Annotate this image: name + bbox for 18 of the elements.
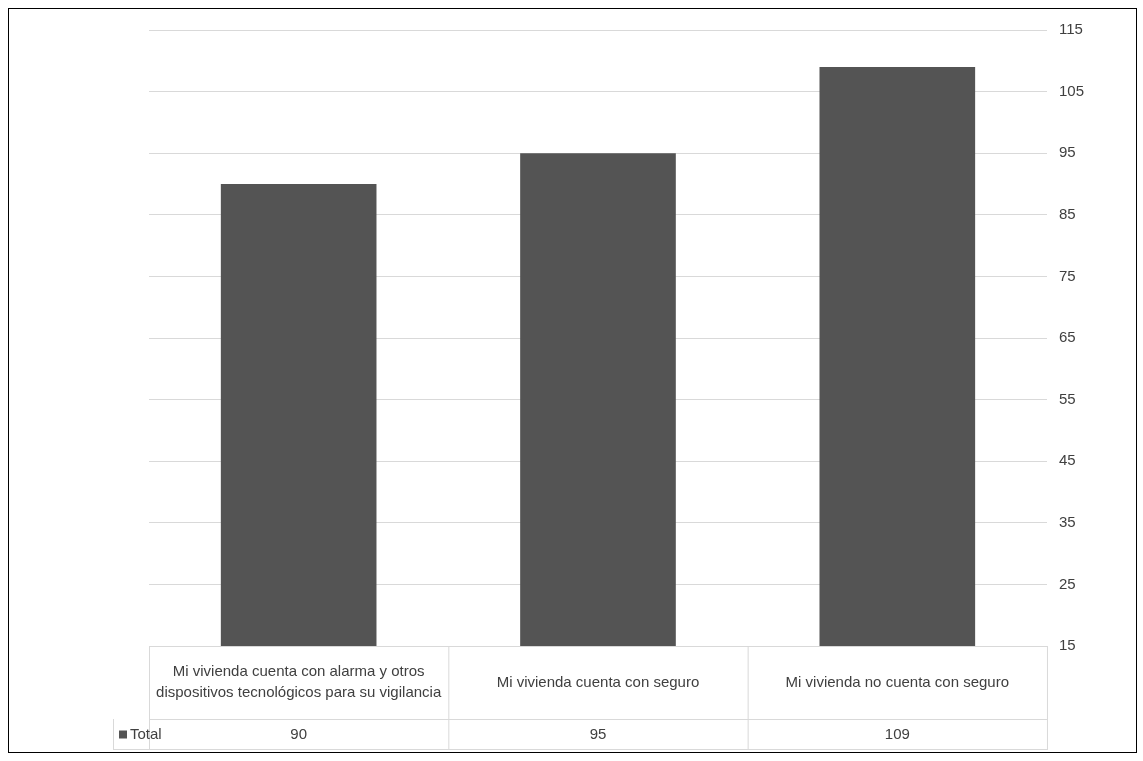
y-tick-label: 75 [1058,266,1076,284]
y-tick-label: 45 [1058,451,1076,469]
y-tick-label: 15 [1058,636,1076,654]
x-tick-label: Mi vivienda cuenta con alarma y otros dispositivos tecnológicos para su vigilancia [156,662,442,701]
y-tick-label: 25 [1058,574,1076,592]
y-tick-label: 95 [1058,143,1076,161]
y-tick-label: 35 [1058,512,1076,530]
legend-label: Total [130,724,162,742]
y-tick-label: 115 [1058,20,1083,38]
y-tick-label: 105 [1058,81,1084,99]
x-tick-label: Mi vivienda cuenta con seguro [496,672,700,690]
data-label: 109 [884,724,910,742]
data-label: 90 [290,724,308,742]
data-label: 95 [589,724,607,742]
y-tick-label: 85 [1058,204,1076,222]
y-tick-label: 65 [1058,328,1076,346]
x-tick-label: Mi vivienda no cuenta con seguro [785,672,1010,690]
y-tick-label: 55 [1058,389,1076,407]
